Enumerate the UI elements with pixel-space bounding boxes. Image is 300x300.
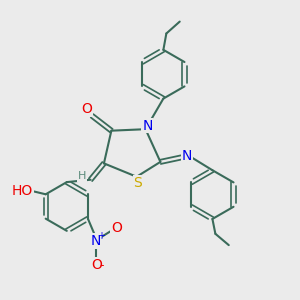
Text: S: S (134, 176, 142, 190)
Text: N: N (91, 234, 101, 248)
Text: O: O (111, 221, 122, 236)
Text: H: H (78, 171, 86, 181)
Text: N: N (182, 149, 192, 163)
Text: -: - (99, 259, 104, 272)
Text: O: O (91, 258, 102, 272)
Text: HO: HO (12, 184, 33, 198)
Text: O: O (81, 102, 92, 116)
Text: +: + (97, 231, 105, 241)
Text: N: N (142, 118, 152, 133)
